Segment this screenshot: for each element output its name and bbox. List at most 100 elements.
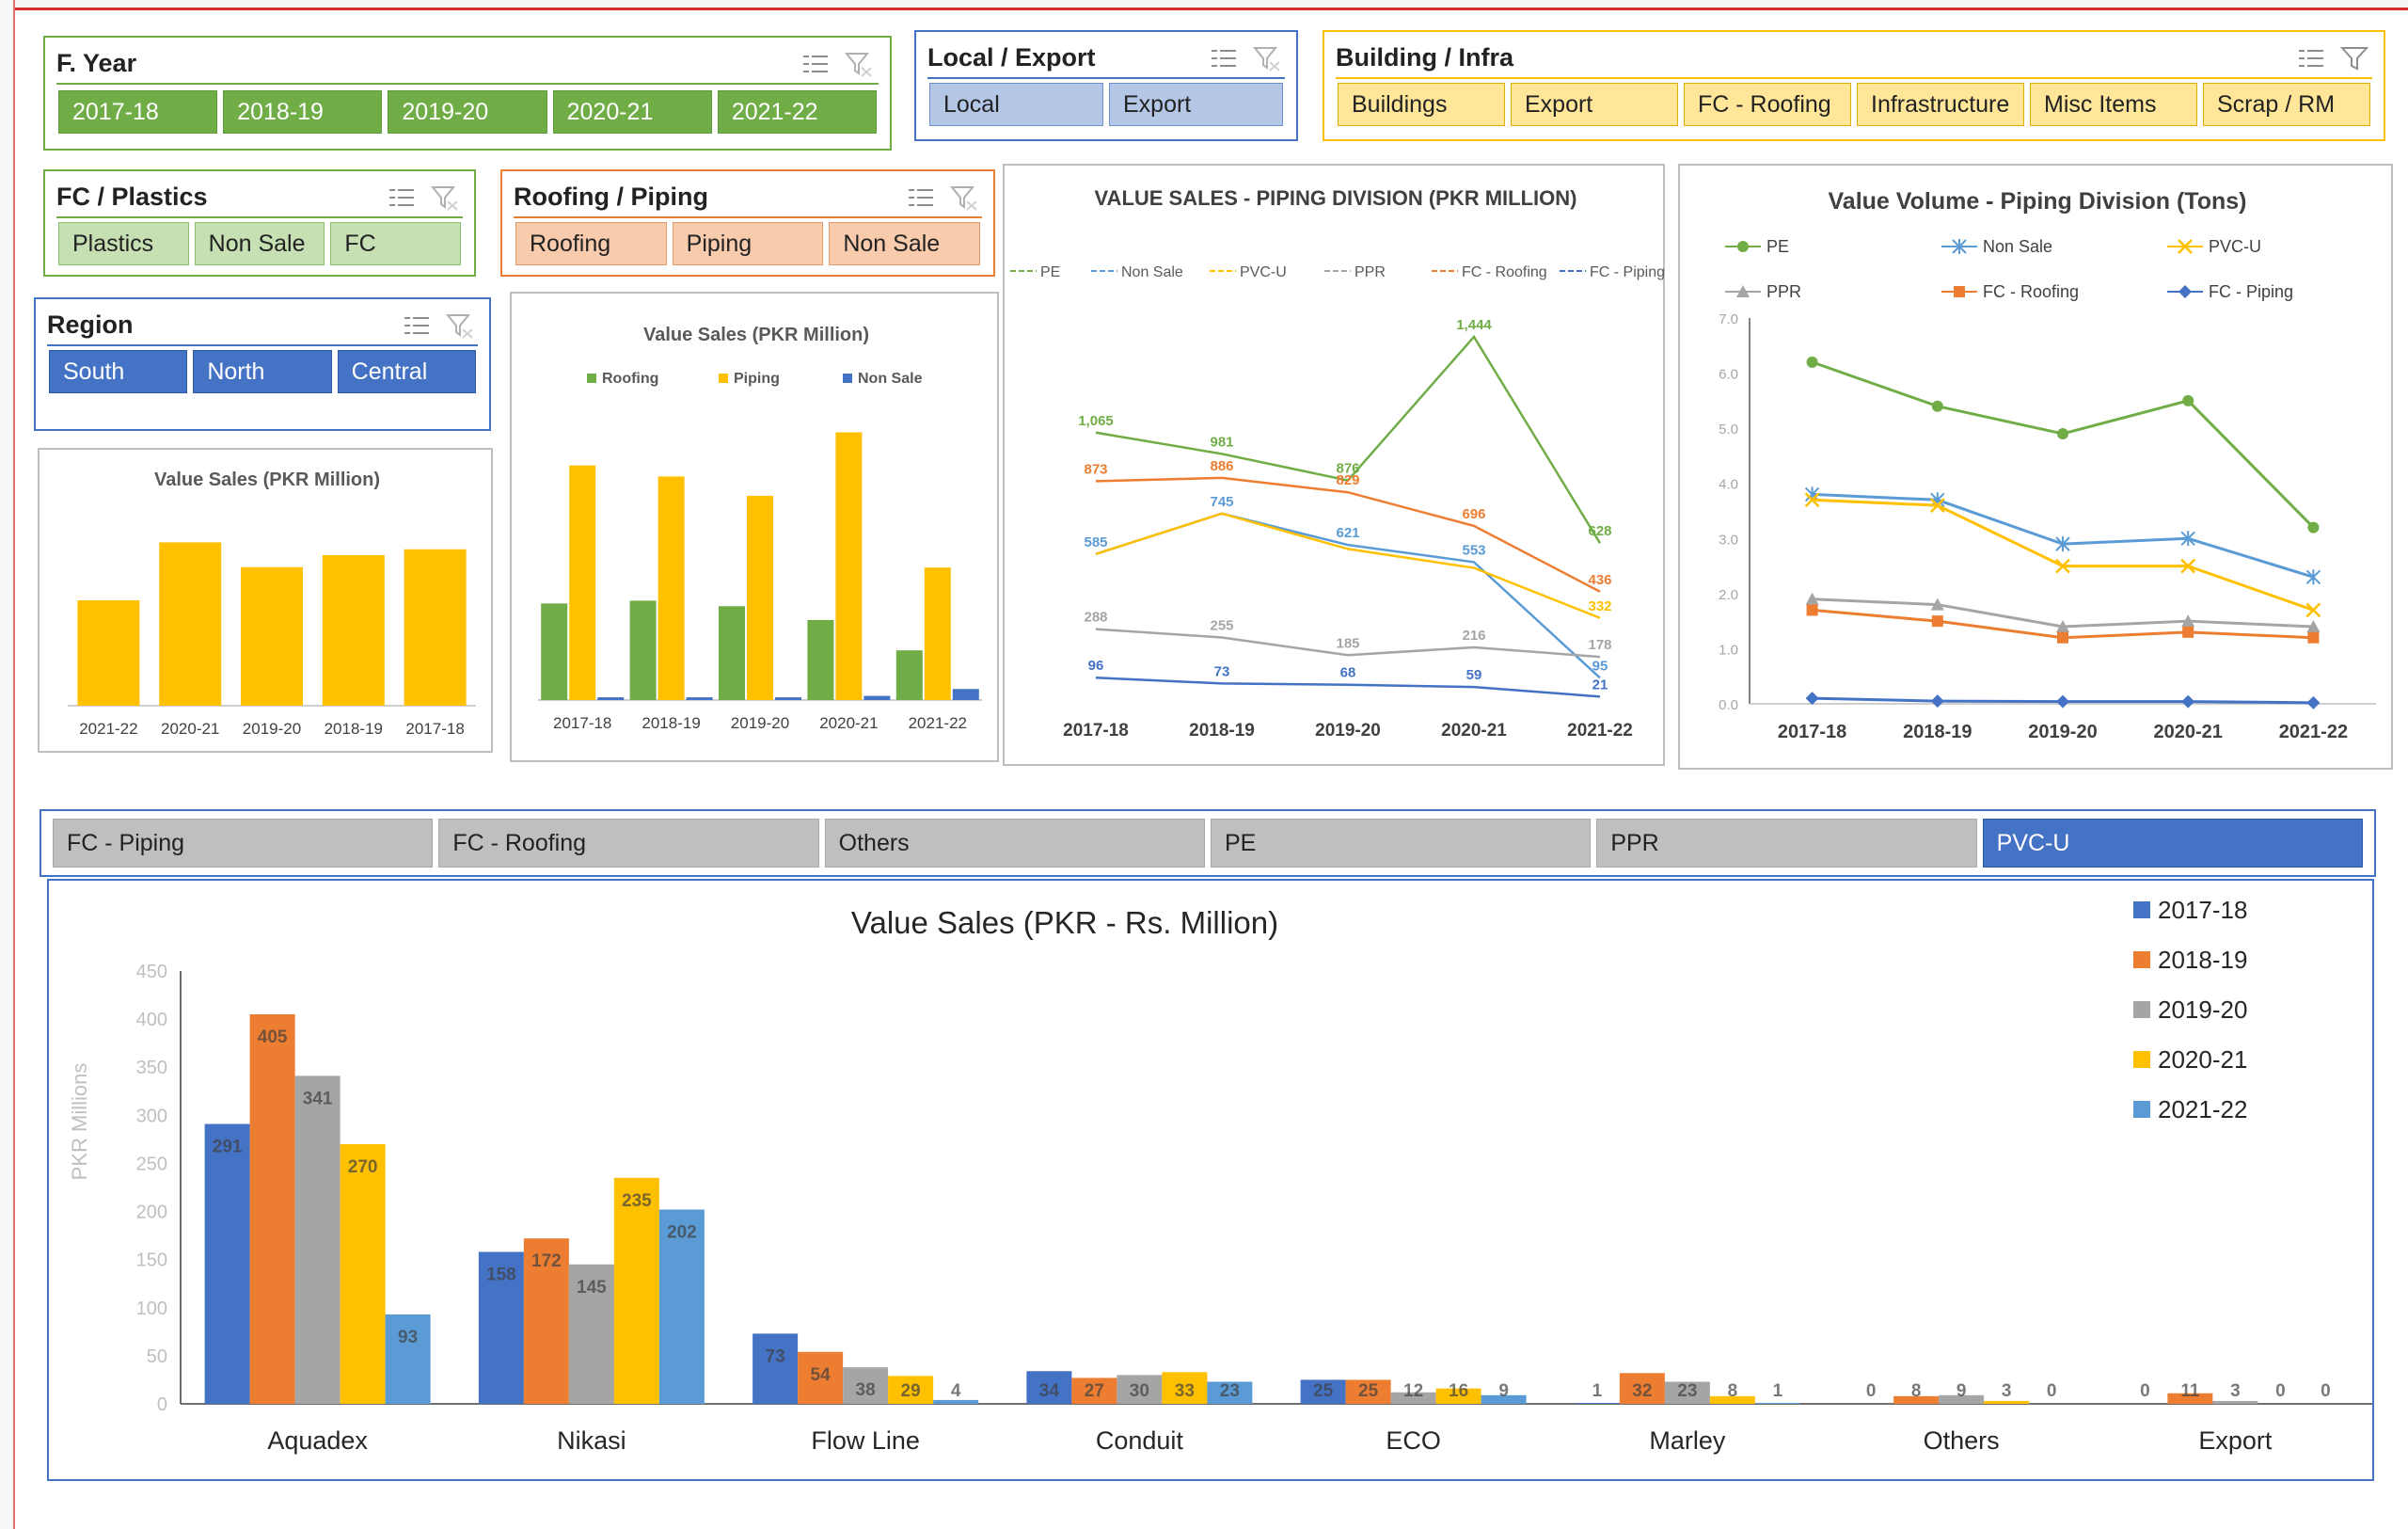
slicer-item-2018-19[interactable]: 2018-19 [223, 90, 383, 134]
multi-select-icon[interactable] [2297, 45, 2325, 72]
chart-title: Value Volume - Piping Division (Tons) [1829, 188, 2247, 215]
marker [2178, 239, 2193, 254]
slicer-item-scrap-rm[interactable]: Scrap / RM [2203, 83, 2370, 126]
category-pvc-u[interactable]: PVC-U [1982, 819, 2363, 868]
bar [747, 495, 773, 700]
slicer-item-infrastructure[interactable]: Infrastructure [1857, 83, 2024, 126]
bar [863, 695, 891, 700]
y-tick-label: 200 [136, 1202, 167, 1223]
slicer-item-fc-roofing[interactable]: FC - Roofing [1684, 83, 1851, 126]
data-label: 1,065 [1078, 413, 1114, 429]
slicer-item-misc-items[interactable]: Misc Items [2030, 83, 2197, 126]
bar [843, 1367, 889, 1404]
category-fc-piping[interactable]: FC - Piping [53, 819, 434, 868]
spreadsheet-column-header [0, 0, 2408, 10]
slicer-item-non-sale[interactable]: Non Sale [194, 222, 325, 265]
marker [2307, 631, 2320, 644]
category-fc-roofing[interactable]: FC - Roofing [438, 819, 819, 868]
x-tick-label: 2021-22 [909, 714, 967, 732]
category-pe[interactable]: PE [1210, 819, 1592, 868]
slicer-item-non-sale[interactable]: Non Sale [829, 222, 981, 265]
data-label: 32 [1632, 1381, 1652, 1401]
y-tick-label: 150 [136, 1250, 167, 1271]
data-label: 158 [486, 1265, 516, 1284]
y-tick-label: 0 [157, 1394, 167, 1415]
data-label: 172 [531, 1251, 562, 1271]
bar [204, 1123, 250, 1404]
multi-select-icon[interactable] [1210, 45, 1238, 72]
legend-label: PVC-U [1240, 264, 1287, 280]
data-label: 288 [1084, 610, 1107, 626]
category-ppr[interactable]: PPR [1596, 819, 1977, 868]
marker [2182, 394, 2194, 406]
category-others[interactable]: Others [824, 819, 1205, 868]
multi-select-icon[interactable] [907, 184, 935, 211]
slicer-item-2021-22[interactable]: 2021-22 [717, 90, 878, 134]
clear-filter-icon[interactable] [844, 51, 873, 77]
data-label: 628 [1588, 523, 1611, 539]
slicer-item-2017-18[interactable]: 2017-18 [58, 90, 218, 134]
legend-label: Non Sale [858, 371, 923, 387]
slicer-item-export[interactable]: Export [1109, 83, 1283, 126]
data-label: 21 [1592, 677, 1608, 693]
slicer-item-roofing[interactable]: Roofing [515, 222, 667, 265]
slicer-region-title: Region [47, 311, 134, 339]
slicer-item-south[interactable]: South [49, 350, 188, 393]
multi-select-icon[interactable] [403, 312, 431, 339]
bar [249, 1014, 295, 1404]
data-label: 178 [1588, 637, 1611, 653]
data-label: 34 [1039, 1381, 1060, 1401]
slicer-item-2020-21[interactable]: 2020-21 [552, 90, 712, 134]
data-label: 291 [213, 1138, 243, 1157]
clear-filter-icon[interactable] [1252, 45, 1281, 72]
multi-select-icon[interactable] [801, 51, 830, 77]
slicer-item-fc[interactable]: FC [330, 222, 462, 265]
data-label: 23 [1677, 1381, 1697, 1401]
bar [1754, 1402, 1800, 1404]
clear-filter-icon[interactable] [949, 184, 978, 211]
bar [1984, 1400, 2030, 1404]
legend-swatch [719, 374, 728, 383]
y-tick-label: 6.0 [1719, 367, 1738, 383]
marker [2182, 626, 2194, 638]
marker [1954, 286, 1965, 297]
bar [1300, 1379, 1346, 1404]
slicer-item-plastics[interactable]: Plastics [58, 222, 189, 265]
marker [2056, 620, 2069, 632]
slicer-item-export[interactable]: Export [1511, 83, 1678, 126]
clear-filter-icon[interactable] [430, 184, 459, 211]
slicer-fc-plastics-title: FC / Plastics [56, 183, 208, 211]
slicer-item-central[interactable]: Central [337, 350, 476, 393]
slicer-divider [927, 77, 1285, 79]
slicer-item-buildings[interactable]: Buildings [1338, 83, 1505, 126]
data-label: 829 [1336, 472, 1359, 488]
slicer-item-north[interactable]: North [193, 350, 332, 393]
bar [1709, 1395, 1755, 1404]
legend-swatch [2133, 1101, 2150, 1118]
marker [1806, 356, 1818, 368]
multi-select-icon[interactable] [388, 184, 416, 211]
clear-filter-icon[interactable] [445, 312, 474, 339]
y-tick-label: 4.0 [1719, 477, 1738, 493]
series-line [1095, 628, 1601, 659]
legend-label: PPR [1766, 282, 1801, 301]
data-label: 33 [1175, 1381, 1195, 1401]
x-tick-label: 2019-20 [243, 720, 301, 738]
series-line [1095, 676, 1601, 698]
data-label: 0 [2140, 1381, 2150, 1401]
bar [2167, 1393, 2213, 1404]
slicer-item-2019-20[interactable]: 2019-20 [388, 90, 547, 134]
data-label: 745 [1210, 494, 1233, 510]
legend-label: FC - Roofing [1983, 282, 2079, 301]
clear-filter-icon[interactable] [2339, 45, 2369, 72]
slicer-item-piping[interactable]: Piping [672, 222, 824, 265]
marker [1931, 615, 1943, 628]
data-label: 585 [1084, 534, 1107, 550]
bar [895, 650, 923, 700]
marker [1806, 604, 1818, 616]
x-tick-label: ECO [1386, 1426, 1441, 1455]
data-label: 332 [1588, 598, 1611, 614]
slicer-item-local[interactable]: Local [929, 83, 1103, 126]
marker [1952, 239, 1967, 254]
y-tick-label: 350 [136, 1058, 167, 1078]
